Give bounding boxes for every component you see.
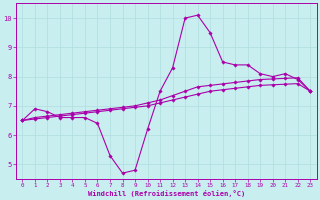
X-axis label: Windchill (Refroidissement éolien,°C): Windchill (Refroidissement éolien,°C) bbox=[88, 190, 245, 197]
